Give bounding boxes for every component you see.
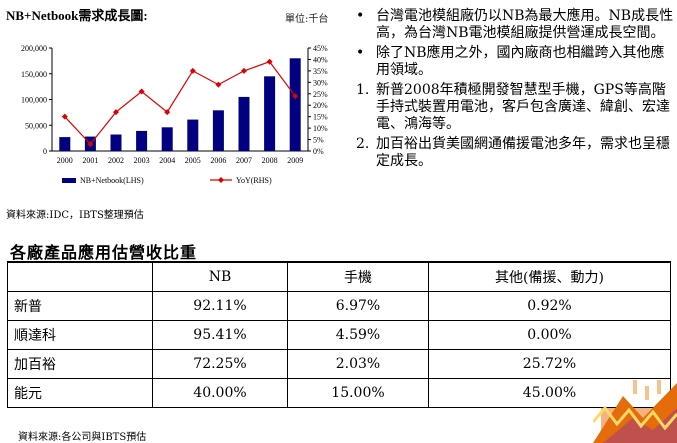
table-row: 能元 40.00% 15.00% 45.00% <box>7 378 671 408</box>
bullet-marker: • <box>356 8 365 24</box>
table-cell: 40.00% <box>152 378 288 408</box>
x-tick-label: 2002 <box>108 156 124 165</box>
commentary: • 台灣電池模組廠仍以NB為最大應用。NB成長性高，為台灣NB電池模組廠提供營運… <box>356 8 674 173</box>
right-tick-label: 40% <box>313 55 328 64</box>
bar-series <box>59 58 301 151</box>
table-row: 加百裕 72.25% 2.03% 25.72% <box>7 349 671 379</box>
unit-label: 單位:千台 <box>285 14 329 25</box>
table-cell: 2.03% <box>287 349 429 379</box>
table-cell: 4.59% <box>287 320 429 350</box>
bullet-item: • 除了NB應用之外，國內廠商也相繼跨入其他應用領域。 <box>356 45 674 79</box>
bullet-text: 台灣電池模組廠仍以NB為最大應用。NB成長性高，為台灣NB電池模組廠提供營運成長… <box>376 8 674 41</box>
right-tick-label: 30% <box>313 78 328 87</box>
axis-labels: 0 50,000 100,000 150,000 200,000 0% 5% 10% 15% 20… <box>21 44 328 165</box>
right-tick-label: 35% <box>313 67 328 76</box>
yoy-point <box>138 88 145 95</box>
left-tick-label: 200,000 <box>21 44 47 53</box>
legend-swatch-marker <box>218 177 224 183</box>
bar <box>187 119 199 151</box>
x-tick-label: 2008 <box>262 156 278 165</box>
item-text: 加百裕出貨美國網通備援電池多年，需求也呈穩定成長。 <box>376 136 670 169</box>
legend-label: NB+Netbook(LHS) <box>80 176 144 185</box>
left-tick-label: 150,000 <box>21 70 47 79</box>
table-header-cell: 手機 <box>287 261 429 292</box>
decorative-corner-graphic <box>593 380 677 443</box>
bullet-text: 除了NB應用之外，國內廠商也相繼跨入其他應用領域。 <box>376 45 665 78</box>
x-tick-label: 2003 <box>134 156 150 165</box>
numbered-item: 1. 新普2008年積極開發智慧型手機，GPS等高階手持式裝置用電池，客戶包含廣… <box>356 82 674 133</box>
x-tick-label: 2009 <box>287 156 303 165</box>
bar <box>212 110 224 151</box>
bar <box>238 96 250 151</box>
yoy-point <box>164 109 171 116</box>
item-number: 2. <box>356 136 370 152</box>
yoy-point <box>292 93 299 100</box>
table-source: 資料來源:各公司與IBTS預估 <box>18 432 147 443</box>
yoy-point <box>266 58 273 65</box>
table-cell: 25.72% <box>428 349 671 379</box>
table-title: 各廠產品應用估營收比重 <box>10 243 198 262</box>
table-header-cell <box>7 261 153 292</box>
chart-title: NB+Netbook需求成長圖: <box>6 8 148 23</box>
revenue-share-table: NB 手機 其他(備援、動力) 新普 92.11% 6.97% 0.92% 順達… <box>7 261 671 408</box>
bar <box>136 130 148 151</box>
line-series <box>61 58 299 148</box>
table-cell: 加百裕 <box>7 349 153 379</box>
table-header-row: NB 手機 其他(備援、動力) <box>7 261 671 292</box>
numbered-item: 2. 加百裕出貨美國網通備援電池多年，需求也呈穩定成長。 <box>356 136 674 170</box>
table-cell: 能元 <box>7 378 153 408</box>
left-tick-label: 50,000 <box>25 121 47 130</box>
table-cell: 95.41% <box>152 320 288 350</box>
x-tick-label: 2005 <box>185 156 201 165</box>
chart-legend: NB+Netbook(LHS) YoY(RHS) <box>62 176 272 185</box>
right-tick-label: 45% <box>313 44 328 53</box>
yoy-point <box>189 67 196 74</box>
item-number: 1. <box>356 82 370 98</box>
bar <box>264 76 276 151</box>
table-cell: 45.00% <box>428 378 671 408</box>
x-tick-label: 2000 <box>57 156 73 165</box>
table-cell: 0.00% <box>428 320 671 350</box>
x-tick-label: 2007 <box>236 156 252 165</box>
right-tick-label: 20% <box>313 101 328 110</box>
x-tick-label: 2006 <box>210 156 226 165</box>
right-tick-label: 15% <box>313 113 328 122</box>
table-cell: 順達科 <box>7 320 153 350</box>
x-tick-label: 2001 <box>82 156 98 165</box>
right-tick-label: 10% <box>313 124 328 133</box>
yoy-point <box>61 113 68 120</box>
yoy-point <box>113 109 119 116</box>
right-tick-label: 25% <box>313 90 328 99</box>
left-tick-label: 100,000 <box>21 96 47 105</box>
table-header-cell: NB <box>152 261 288 292</box>
table-cell: 72.25% <box>152 349 288 379</box>
table-row: 新普 92.11% 6.97% 0.92% <box>7 291 671 321</box>
yoy-point <box>241 67 247 74</box>
legend-label: YoY(RHS) <box>236 176 272 185</box>
table-cell: 6.97% <box>287 291 429 321</box>
table-row: 順達科 95.41% 4.59% 0.00% <box>7 320 671 350</box>
bar <box>110 134 122 151</box>
yoy-point <box>215 81 222 88</box>
left-tick-label: 0 <box>43 147 47 156</box>
bullet-marker: • <box>356 45 365 61</box>
demand-chart: 0 50,000 100,000 150,000 200,000 0% 5% 10% 15% 20… <box>21 44 328 185</box>
x-tick-label: 2004 <box>159 156 175 165</box>
bar <box>289 58 301 151</box>
item-text: 新普2008年積極開發智慧型手機，GPS等高階手持式裝置用電池，客戶包含廣達、緯… <box>376 82 670 132</box>
legend-swatch-bar <box>62 178 76 183</box>
right-tick-label: 0% <box>313 147 324 156</box>
right-tick-label: 5% <box>313 136 324 145</box>
chart-source: 資料來源:IDC，IBTS整理預估 <box>6 210 144 221</box>
table-cell: 新普 <box>7 291 153 321</box>
table-header-cell: 其他(備援、動力) <box>428 261 671 292</box>
yoy-line <box>64 61 296 146</box>
bar <box>59 137 71 151</box>
bar <box>161 127 173 151</box>
bullet-item: • 台灣電池模組廠仍以NB為最大應用。NB成長性高，為台灣NB電池模組廠提供營運… <box>356 8 674 42</box>
yoy-point <box>87 141 94 148</box>
table-cell: 0.92% <box>428 291 671 321</box>
table-cell: 15.00% <box>287 378 429 408</box>
table-cell: 92.11% <box>152 291 288 321</box>
